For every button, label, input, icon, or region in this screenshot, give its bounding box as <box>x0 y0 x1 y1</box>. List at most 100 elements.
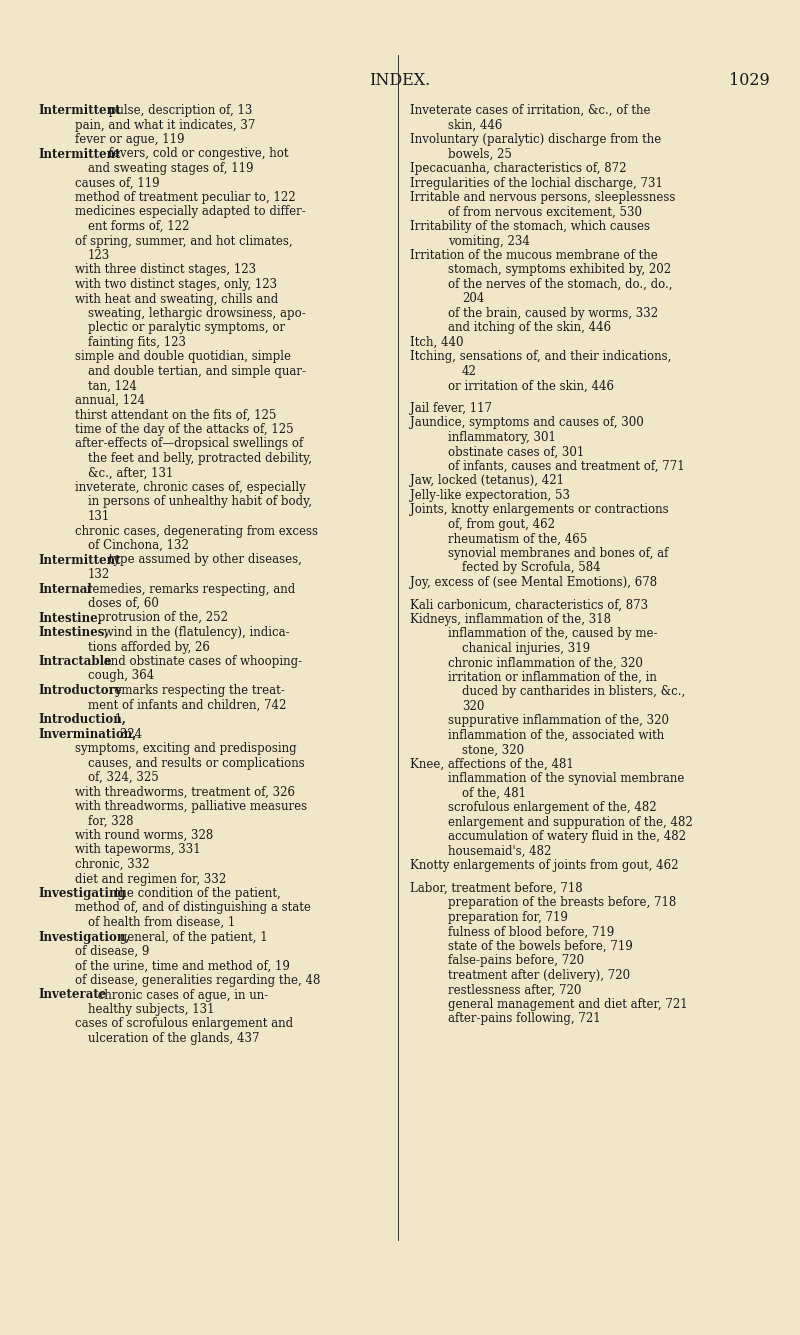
Text: chanical injuries, 319: chanical injuries, 319 <box>462 642 590 655</box>
Text: of the, 481: of the, 481 <box>462 786 526 800</box>
Text: Intestine,: Intestine, <box>38 611 102 625</box>
Text: and itching of the skin, 446: and itching of the skin, 446 <box>448 322 611 335</box>
Text: Kali carbonicum, characteristics of, 873: Kali carbonicum, characteristics of, 873 <box>410 598 648 611</box>
Text: inflammation of the synovial membrane: inflammation of the synovial membrane <box>448 773 684 785</box>
Text: Joints, knotty enlargements or contractions: Joints, knotty enlargements or contracti… <box>410 503 669 517</box>
Text: suppurative inflammation of the, 320: suppurative inflammation of the, 320 <box>448 714 669 728</box>
Text: with threadworms, palliative measures: with threadworms, palliative measures <box>75 800 307 813</box>
Text: cases of scrofulous enlargement and: cases of scrofulous enlargement and <box>75 1017 293 1031</box>
Text: cough, 364: cough, 364 <box>88 669 154 682</box>
Text: 131: 131 <box>88 510 110 523</box>
Text: &c., after, 131: &c., after, 131 <box>88 466 174 479</box>
Text: of, 324, 325: of, 324, 325 <box>88 772 158 784</box>
Text: of disease, 9: of disease, 9 <box>75 945 150 959</box>
Text: tan, 124: tan, 124 <box>88 379 137 392</box>
Text: Irritable and nervous persons, sleeplessness: Irritable and nervous persons, sleepless… <box>410 191 675 204</box>
Text: Knee, affections of the, 481: Knee, affections of the, 481 <box>410 758 574 770</box>
Text: 324: 324 <box>117 728 142 741</box>
Text: treatment after (delivery), 720: treatment after (delivery), 720 <box>448 969 630 983</box>
Text: general, of the patient, 1: general, of the patient, 1 <box>117 930 268 944</box>
Text: ulceration of the glands, 437: ulceration of the glands, 437 <box>88 1032 259 1045</box>
Text: and obstinate cases of whooping-: and obstinate cases of whooping- <box>99 655 302 668</box>
Text: remarks respecting the treat-: remarks respecting the treat- <box>105 684 285 697</box>
Text: doses of, 60: doses of, 60 <box>88 597 159 610</box>
Text: preparation for, 719: preparation for, 719 <box>448 910 568 924</box>
Text: plectic or paralytic symptoms, or: plectic or paralytic symptoms, or <box>88 322 285 335</box>
Text: with two distinct stages, only, 123: with two distinct stages, only, 123 <box>75 278 277 291</box>
Text: stone, 320: stone, 320 <box>462 744 524 757</box>
Text: chronic cases of ague, in un-: chronic cases of ague, in un- <box>94 988 268 1001</box>
Text: Intermittent: Intermittent <box>38 554 121 566</box>
Text: Jail fever, 117: Jail fever, 117 <box>410 402 492 415</box>
Text: 1029: 1029 <box>730 72 770 89</box>
Text: Invermination,: Invermination, <box>38 728 136 741</box>
Text: Joy, excess of (see Mental Emotions), 678: Joy, excess of (see Mental Emotions), 67… <box>410 575 657 589</box>
Text: and sweating stages of, 119: and sweating stages of, 119 <box>88 162 254 175</box>
Text: ment of infants and children, 742: ment of infants and children, 742 <box>88 698 286 712</box>
Text: medicines especially adapted to differ-: medicines especially adapted to differ- <box>75 206 306 219</box>
Text: Labor, treatment before, 718: Labor, treatment before, 718 <box>410 882 582 894</box>
Text: with round worms, 328: with round worms, 328 <box>75 829 214 842</box>
Text: diet and regimen for, 332: diet and regimen for, 332 <box>75 873 226 885</box>
Text: with threadworms, treatment of, 326: with threadworms, treatment of, 326 <box>75 785 295 798</box>
Text: chronic cases, degenerating from excess: chronic cases, degenerating from excess <box>75 525 318 538</box>
Text: 320: 320 <box>462 700 484 713</box>
Text: Introductory: Introductory <box>38 684 122 697</box>
Text: rheumatism of the, 465: rheumatism of the, 465 <box>448 533 587 546</box>
Text: fulness of blood before, 719: fulness of blood before, 719 <box>448 925 614 939</box>
Text: for, 328: for, 328 <box>88 814 134 828</box>
Text: housemaid's, 482: housemaid's, 482 <box>448 845 551 858</box>
Text: Itching, sensations of, and their indications,: Itching, sensations of, and their indica… <box>410 351 671 363</box>
Text: 204: 204 <box>462 292 484 306</box>
Text: of spring, summer, and hot climates,: of spring, summer, and hot climates, <box>75 235 293 247</box>
Text: fever or ague, 119: fever or ague, 119 <box>75 134 185 146</box>
Text: 1: 1 <box>110 713 122 726</box>
Text: after-pains following, 721: after-pains following, 721 <box>448 1012 601 1025</box>
Text: vomiting, 234: vomiting, 234 <box>448 235 530 247</box>
Text: Investigating: Investigating <box>38 886 126 900</box>
Text: Jaundice, symptoms and causes of, 300: Jaundice, symptoms and causes of, 300 <box>410 417 644 430</box>
Text: Intestines,: Intestines, <box>38 626 109 639</box>
Text: of health from disease, 1: of health from disease, 1 <box>88 916 235 929</box>
Text: sweating, lethargic drowsiness, apo-: sweating, lethargic drowsiness, apo- <box>88 307 306 320</box>
Text: of the brain, caused by worms, 332: of the brain, caused by worms, 332 <box>448 307 658 320</box>
Text: Involuntary (paralytic) discharge from the: Involuntary (paralytic) discharge from t… <box>410 134 662 146</box>
Text: bowels, 25: bowels, 25 <box>448 147 512 160</box>
Text: simple and double quotidian, simple: simple and double quotidian, simple <box>75 351 291 363</box>
Text: 123: 123 <box>88 250 110 262</box>
Text: INDEX.: INDEX. <box>370 72 430 89</box>
Text: general management and diet after, 721: general management and diet after, 721 <box>448 999 688 1011</box>
Text: chronic inflammation of the, 320: chronic inflammation of the, 320 <box>448 657 643 669</box>
Text: Irritation of the mucous membrane of the: Irritation of the mucous membrane of the <box>410 250 658 262</box>
Text: 132: 132 <box>88 567 110 581</box>
Text: Kidneys, inflammation of the, 318: Kidneys, inflammation of the, 318 <box>410 613 611 626</box>
Text: fainting fits, 123: fainting fits, 123 <box>88 336 186 348</box>
Text: and double tertian, and simple quar-: and double tertian, and simple quar- <box>88 364 306 378</box>
Text: the condition of the patient,: the condition of the patient, <box>110 886 281 900</box>
Text: Intractable: Intractable <box>38 655 112 668</box>
Text: preparation of the breasts before, 718: preparation of the breasts before, 718 <box>448 896 676 909</box>
Text: Inveterate cases of irritation, &c., of the: Inveterate cases of irritation, &c., of … <box>410 104 650 117</box>
Text: false-pains before, 720: false-pains before, 720 <box>448 955 584 968</box>
Text: chronic, 332: chronic, 332 <box>75 858 150 870</box>
Text: accumulation of watery fluid in the, 482: accumulation of watery fluid in the, 482 <box>448 830 686 844</box>
Text: inflammatory, 301: inflammatory, 301 <box>448 431 556 445</box>
Text: Jelly-like expectoration, 53: Jelly-like expectoration, 53 <box>410 489 570 502</box>
Text: of Cinchona, 132: of Cinchona, 132 <box>88 539 189 551</box>
Text: state of the bowels before, 719: state of the bowels before, 719 <box>448 940 633 953</box>
Text: enlargement and suppuration of the, 482: enlargement and suppuration of the, 482 <box>448 816 693 829</box>
Text: inflammation of the, caused by me-: inflammation of the, caused by me- <box>448 627 658 641</box>
Text: skin, 446: skin, 446 <box>448 119 502 132</box>
Text: in persons of unhealthy habit of body,: in persons of unhealthy habit of body, <box>88 495 312 509</box>
Text: restlessness after, 720: restlessness after, 720 <box>448 984 582 996</box>
Text: of the nerves of the stomach, do., do.,: of the nerves of the stomach, do., do., <box>448 278 673 291</box>
Text: after-effects of—dropsical swellings of: after-effects of—dropsical swellings of <box>75 438 303 450</box>
Text: pain, and what it indicates, 37: pain, and what it indicates, 37 <box>75 119 255 132</box>
Text: of, from gout, 462: of, from gout, 462 <box>448 518 555 531</box>
Text: Irregularities of the lochial discharge, 731: Irregularities of the lochial discharge,… <box>410 176 663 190</box>
Text: protrusion of the, 252: protrusion of the, 252 <box>94 611 228 625</box>
Text: ent forms of, 122: ent forms of, 122 <box>88 220 190 234</box>
Text: of infants, causes and treatment of, 771: of infants, causes and treatment of, 771 <box>448 461 685 473</box>
Text: fevers, cold or congestive, hot: fevers, cold or congestive, hot <box>105 147 289 160</box>
Text: tions afforded by, 26: tions afforded by, 26 <box>88 641 210 654</box>
